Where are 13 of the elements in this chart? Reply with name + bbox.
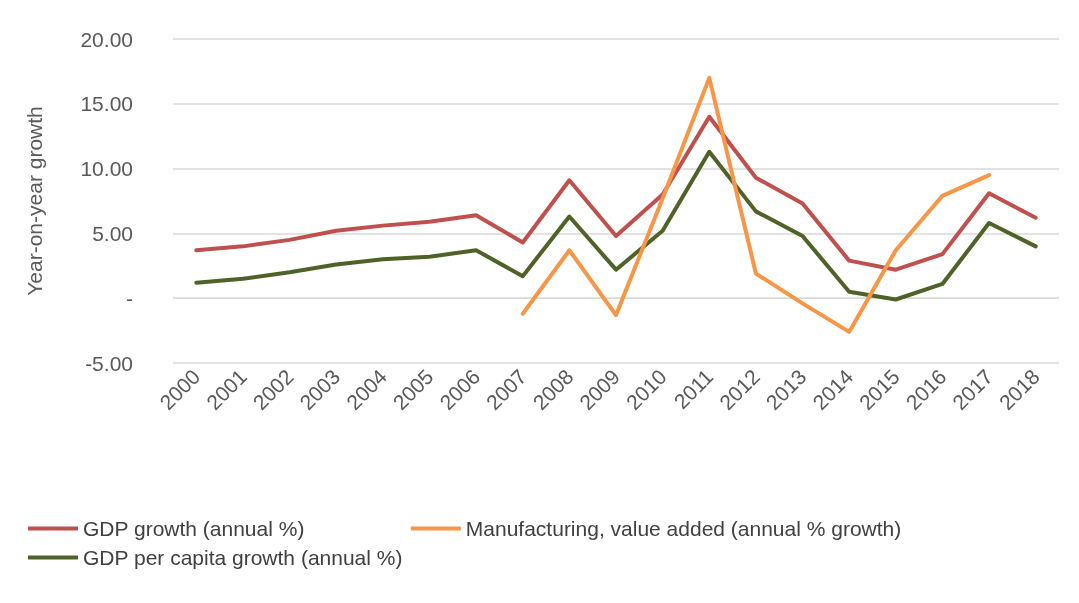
y-tick-label: 15.00	[80, 92, 133, 116]
y-tick-label: -5.00	[85, 351, 133, 375]
line-series	[194, 149, 1038, 302]
y-tick-label: 20.00	[80, 27, 133, 51]
y-tick-label: 5.00	[92, 221, 133, 245]
legend-label: GDP growth (annual %)	[83, 517, 305, 540]
y-tick-label: 10.00	[80, 157, 133, 181]
y-tick-label: -	[126, 286, 133, 310]
line-series	[520, 75, 992, 334]
legend-label: GDP per capita growth (annual %)	[83, 546, 403, 569]
line-series	[194, 114, 1038, 272]
y-axis-title: Year-on-year growth	[23, 106, 46, 296]
legend-label: Manufacturing, value added (annual % growth)	[465, 517, 902, 540]
